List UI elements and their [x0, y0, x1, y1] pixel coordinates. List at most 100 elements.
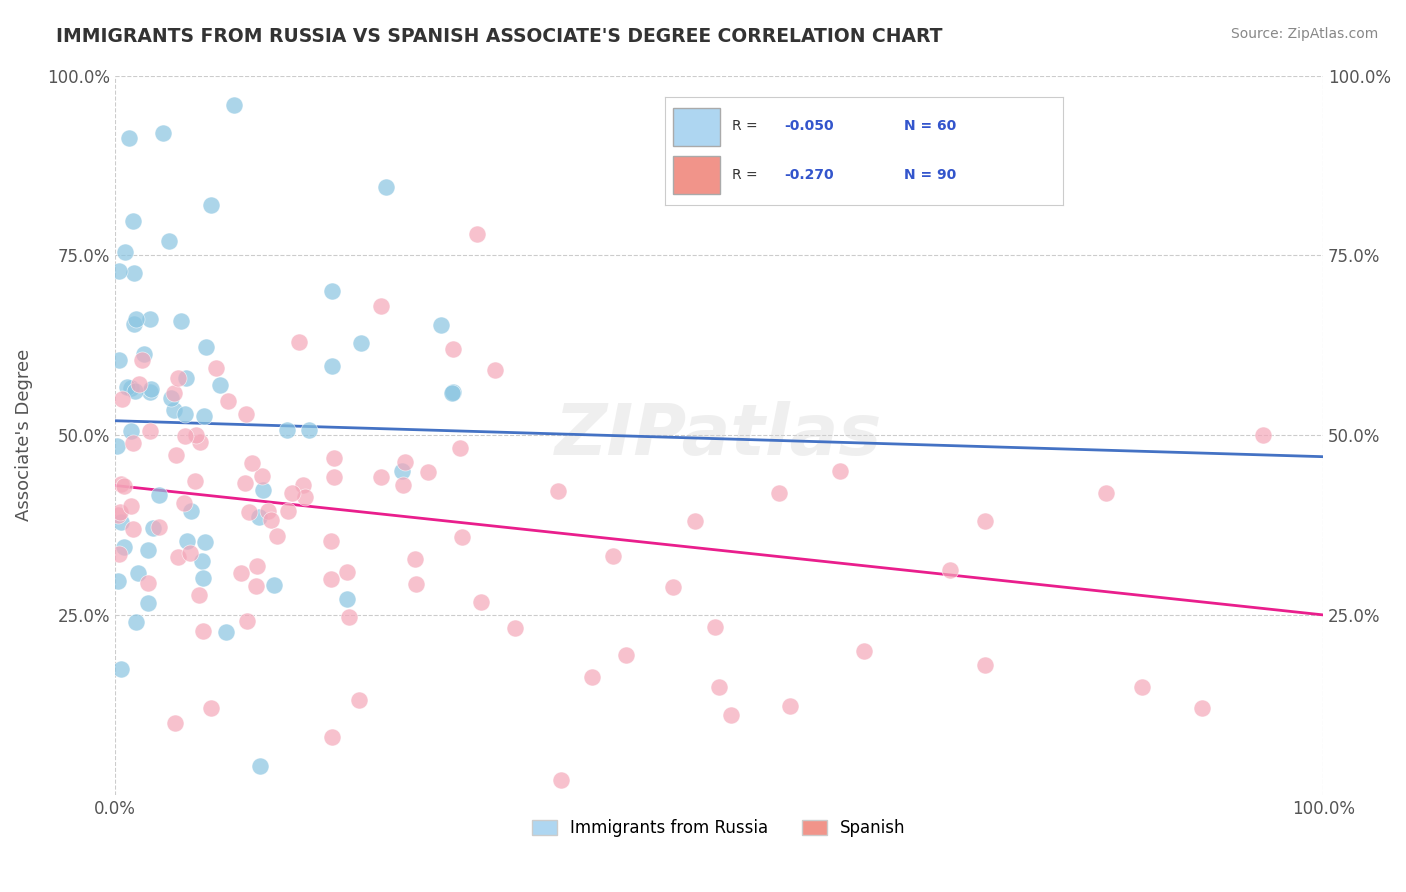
- Spanish: [394, 455, 416, 469]
- Spanish: [166, 549, 188, 564]
- Immigrants from Russia: [136, 543, 159, 558]
- Spanish: [184, 428, 207, 442]
- Immigrants from Russia: [176, 533, 198, 548]
- Spanish: [229, 566, 252, 580]
- Immigrants from Russia: [173, 407, 195, 421]
- Immigrants from Russia: [152, 126, 174, 140]
- Spanish: [349, 693, 371, 707]
- Immigrants from Russia: [298, 423, 321, 437]
- Spanish: [266, 529, 288, 543]
- Y-axis label: Associate's Degree: Associate's Degree: [15, 349, 32, 521]
- Immigrants from Russia: [125, 615, 148, 629]
- Immigrants from Russia: [110, 516, 132, 530]
- Immigrants from Russia: [190, 554, 212, 568]
- Immigrants from Russia: [124, 317, 146, 331]
- Immigrants from Russia: [136, 596, 159, 610]
- Immigrants from Russia: [249, 759, 271, 773]
- Immigrants from Russia: [118, 130, 141, 145]
- Spanish: [245, 579, 267, 593]
- Immigrants from Russia: [121, 213, 143, 227]
- Immigrants from Russia: [120, 424, 142, 438]
- Immigrants from Russia: [276, 423, 298, 437]
- Spanish: [465, 227, 488, 241]
- Immigrants from Russia: [157, 234, 180, 248]
- Spanish: [235, 407, 257, 421]
- Immigrants from Russia: [159, 392, 181, 406]
- Spanish: [111, 392, 134, 406]
- Spanish: [277, 503, 299, 517]
- Spanish: [418, 465, 440, 479]
- Immigrants from Russia: [215, 625, 238, 640]
- Immigrants from Russia: [142, 521, 165, 535]
- Spanish: [336, 565, 359, 579]
- Immigrants from Russia: [222, 98, 245, 112]
- Spanish: [720, 708, 742, 723]
- Spanish: [683, 515, 706, 529]
- Spanish: [280, 486, 302, 500]
- Spanish: [339, 610, 361, 624]
- Spanish: [1094, 485, 1116, 500]
- Spanish: [184, 475, 207, 489]
- Spanish: [405, 576, 427, 591]
- Spanish: [165, 715, 187, 730]
- Legend: Immigrants from Russia, Spanish: Immigrants from Russia, Spanish: [526, 813, 912, 844]
- Immigrants from Russia: [108, 264, 131, 278]
- Spanish: [602, 549, 624, 563]
- Spanish: [661, 581, 683, 595]
- Spanish: [107, 508, 129, 522]
- Immigrants from Russia: [117, 380, 139, 394]
- Immigrants from Russia: [391, 464, 413, 478]
- Immigrants from Russia: [200, 198, 222, 212]
- Immigrants from Russia: [180, 504, 202, 518]
- Spanish: [163, 385, 186, 400]
- Spanish: [139, 425, 162, 439]
- Immigrants from Russia: [148, 488, 170, 502]
- Spanish: [581, 670, 603, 684]
- Immigrants from Russia: [321, 359, 343, 373]
- Spanish: [449, 441, 471, 455]
- Immigrants from Russia: [124, 384, 146, 399]
- Spanish: [391, 477, 413, 491]
- Spanish: [188, 434, 211, 449]
- Immigrants from Russia: [139, 383, 162, 397]
- Immigrants from Russia: [132, 347, 155, 361]
- Spanish: [256, 504, 278, 518]
- Immigrants from Russia: [336, 591, 359, 606]
- Spanish: [245, 559, 267, 574]
- Immigrants from Russia: [112, 540, 135, 554]
- Spanish: [1251, 428, 1274, 442]
- Spanish: [122, 522, 145, 536]
- Immigrants from Russia: [191, 570, 214, 584]
- Spanish: [167, 371, 190, 385]
- Spanish: [121, 435, 143, 450]
- Immigrants from Russia: [374, 180, 396, 194]
- Spanish: [321, 730, 343, 744]
- Spanish: [110, 476, 132, 491]
- Spanish: [614, 648, 637, 662]
- Spanish: [707, 680, 730, 694]
- Spanish: [108, 548, 131, 562]
- Immigrants from Russia: [208, 378, 231, 392]
- Immigrants from Russia: [114, 244, 136, 259]
- Immigrants from Russia: [443, 384, 465, 399]
- Immigrants from Russia: [194, 535, 217, 549]
- Spanish: [370, 469, 392, 483]
- Immigrants from Russia: [247, 510, 270, 524]
- Spanish: [828, 464, 851, 478]
- Immigrants from Russia: [108, 352, 131, 367]
- Spanish: [120, 500, 142, 514]
- Spanish: [404, 552, 426, 566]
- Immigrants from Russia: [350, 336, 373, 351]
- Immigrants from Russia: [193, 409, 215, 423]
- Spanish: [128, 376, 150, 391]
- Immigrants from Russia: [122, 266, 145, 280]
- Spanish: [294, 490, 316, 504]
- Spanish: [852, 644, 875, 658]
- Immigrants from Russia: [321, 285, 343, 299]
- Immigrants from Russia: [162, 402, 184, 417]
- Spanish: [138, 575, 160, 590]
- Spanish: [238, 505, 260, 519]
- Immigrants from Russia: [110, 662, 132, 676]
- Spanish: [240, 456, 263, 470]
- Immigrants from Russia: [127, 566, 149, 580]
